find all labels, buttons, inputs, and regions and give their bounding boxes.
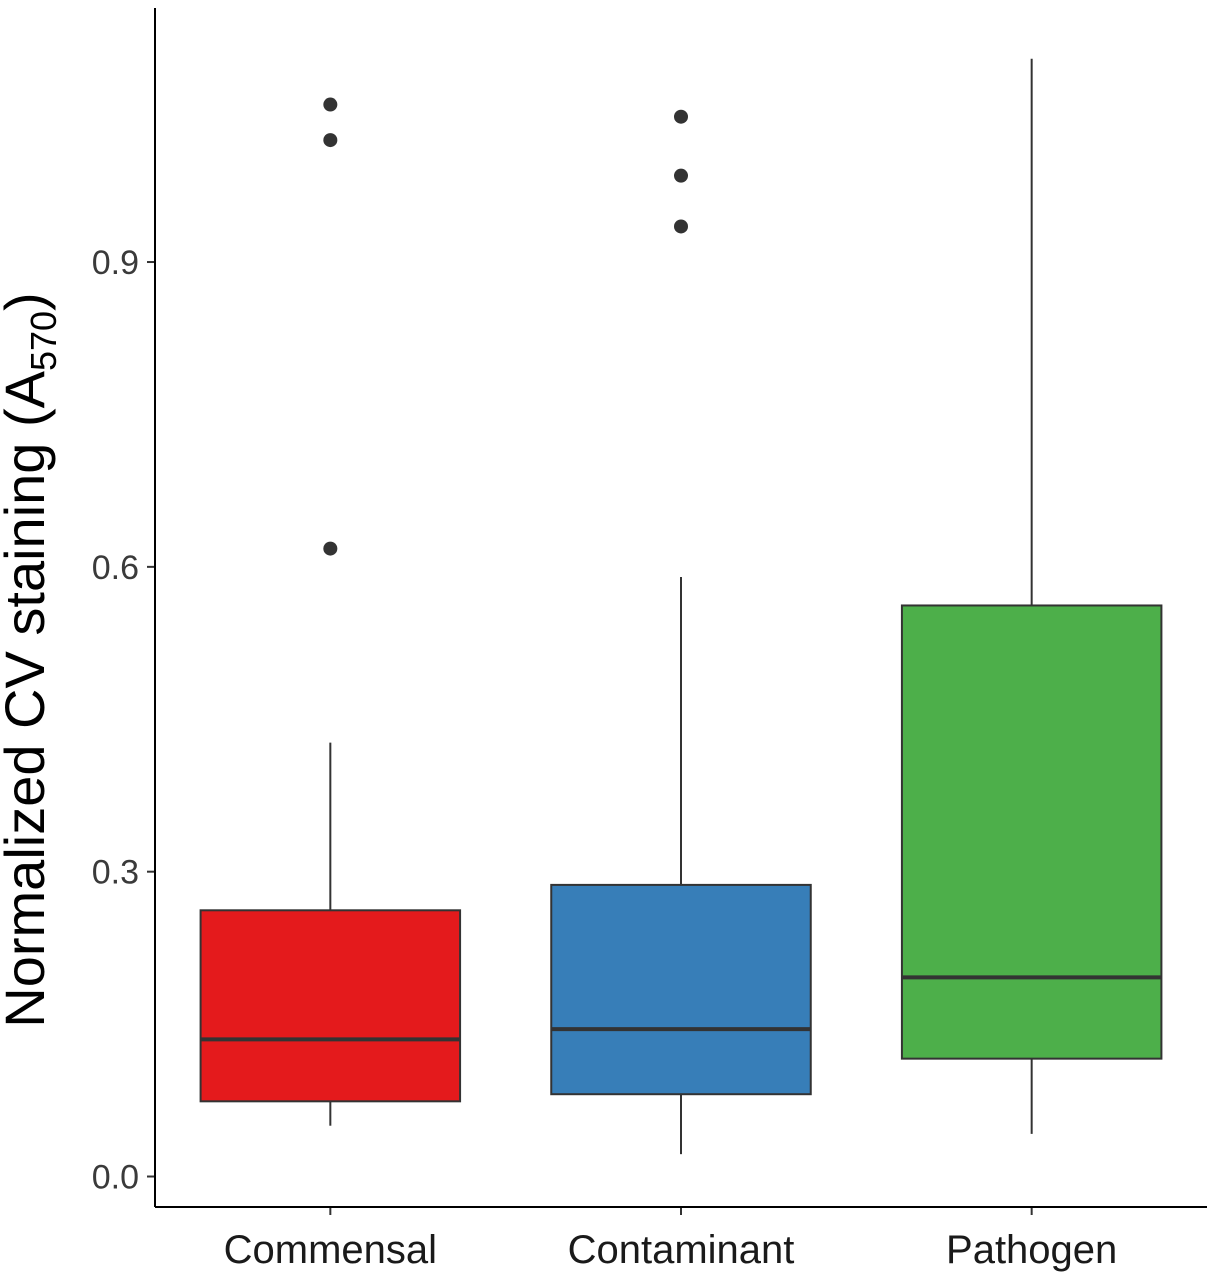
plot-area: 0.0 0.3 0.6 0.9 Commensal Contaminant Pathogen <box>92 58 1163 1272</box>
outlier-point <box>674 168 688 183</box>
y-axis-title-suffix: ) <box>0 292 56 311</box>
y-axis-title-subscript: 570 <box>23 311 64 371</box>
box-group <box>900 58 1163 1134</box>
outlier-point <box>674 109 688 124</box>
x-tick-label: Commensal <box>224 1228 437 1272</box>
box-iqr <box>550 883 812 1096</box>
y-tick-label: 0.3 <box>92 854 139 892</box>
box-group <box>199 97 462 1126</box>
box-group <box>550 109 812 1155</box>
x-tick-label: Contaminant <box>568 1228 795 1272</box>
outlier-point <box>323 133 338 148</box>
outlier-point <box>323 541 338 556</box>
y-axis-title: Normalized CV staining (A570) <box>0 292 64 1027</box>
y-tick-label: 0.6 <box>92 549 139 587</box>
outlier-point <box>674 219 688 234</box>
y-tick-label: 0.0 <box>92 1159 139 1197</box>
svg-text:Normalized CV staining (A570): Normalized CV staining (A570) <box>0 292 64 1027</box>
x-tick-label: Pathogen <box>946 1228 1117 1272</box>
box-iqr <box>900 604 1163 1060</box>
y-axis-title-main: Normalized CV staining (A <box>0 370 56 1027</box>
box-iqr <box>199 909 462 1103</box>
outlier-point <box>323 97 338 112</box>
y-tick-label: 0.9 <box>92 244 139 282</box>
